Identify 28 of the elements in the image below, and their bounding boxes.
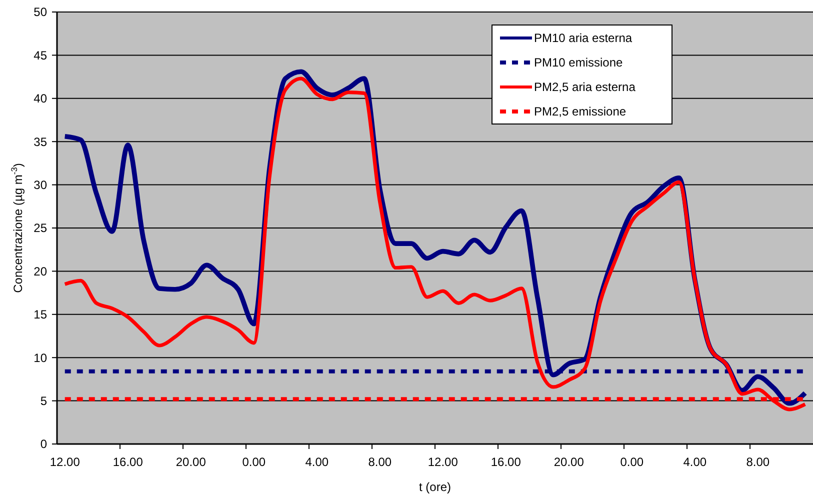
y-tick-label: 30 [34, 178, 48, 192]
x-tick-label: 20.00 [176, 455, 206, 469]
y-tick-label: 0 [40, 437, 48, 452]
x-tick-label: 0.00 [620, 455, 644, 469]
y-tick-label: 25 [34, 221, 48, 236]
x-tick-label: 16.00 [490, 455, 522, 469]
x-tick-label: 8.00 [368, 455, 392, 469]
x-tick-label: 12.00 [428, 455, 458, 469]
y-tick-label: 45 [34, 48, 48, 62]
x-tick-label: 12.00 [50, 455, 80, 469]
legend-label: PM10 emissione [534, 56, 624, 70]
y-tick-label: 40 [34, 92, 48, 106]
legend-label: PM10 aria esterna [534, 31, 632, 46]
y-tick-label: 20 [34, 264, 48, 278]
x-tick-label: 4.00 [305, 455, 329, 469]
x-tick-label: 4.00 [683, 455, 707, 469]
y-tick-label: 15 [34, 308, 48, 322]
legend-label: PM2,5 emissione [534, 104, 626, 119]
legend-label: PM2,5 aria esterna [534, 80, 636, 94]
y-tick-label: 35 [34, 134, 48, 149]
x-tick-label: 16.00 [112, 455, 144, 469]
x-tick-label: 8.00 [746, 455, 770, 469]
y-tick-label: 5 [40, 394, 48, 408]
x-tick-label: 0.00 [242, 455, 266, 469]
y-tick-label: 50 [34, 5, 48, 20]
x-tick-label: 20.00 [554, 455, 584, 469]
y-tick-label: 10 [34, 350, 48, 365]
x-axis-title: t (ore) [418, 480, 452, 494]
